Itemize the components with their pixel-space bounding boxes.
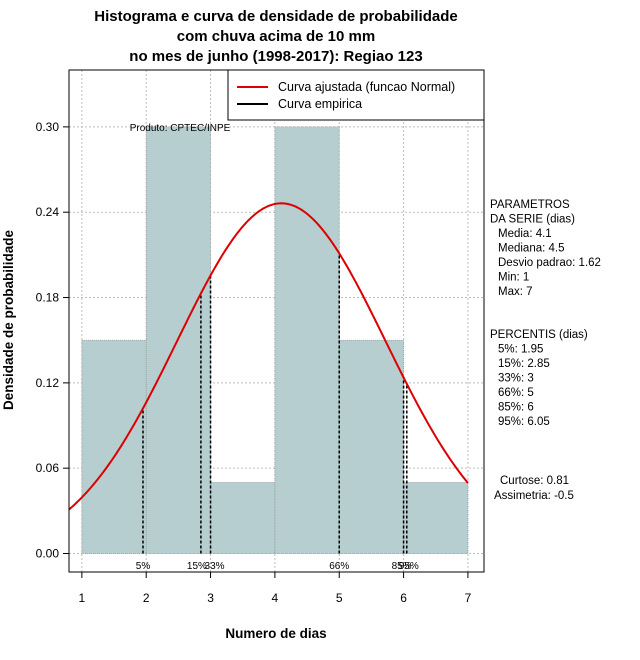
x-tick-label: 3	[207, 591, 214, 605]
percentile-label-2: 15%	[187, 561, 207, 572]
histogram-bar-4	[274, 126, 340, 554]
percentile-label-6: 95%	[399, 561, 419, 572]
legend-box	[227, 69, 485, 121]
percentile-item: 15%: 2.85	[498, 358, 550, 370]
percentile-label-1: 5%	[136, 561, 151, 572]
skewness-value: Assimetria: -0.5	[494, 490, 574, 502]
title-line-2: com chuva acima de 10 mm	[177, 28, 375, 45]
x-tick-label: 7	[465, 591, 472, 605]
percentile-label-5: 85%	[392, 561, 412, 572]
percentile-label-3: 33%	[205, 561, 225, 572]
x-axis-title: Numero de dias	[225, 626, 326, 641]
title-line-1: Histograma e curva de densidade de proba…	[94, 8, 457, 25]
fitted-curve-line	[68, 202, 469, 511]
y-tick-label: 0.00	[36, 547, 60, 561]
y-tick-label: 0.12	[36, 376, 60, 390]
y-tick-label: 0.18	[36, 291, 60, 305]
legend: Curva ajustada (funcao Normal) Curva empi…	[227, 69, 485, 121]
percentile-item: 5%: 1.95	[498, 344, 543, 356]
parameters-header: DA SERIE (dias)	[490, 214, 575, 226]
percentile-item: 33%: 3	[498, 373, 534, 385]
percentiles-header: PERCENTIS (dias)	[490, 329, 588, 341]
fitted-curve	[68, 202, 469, 511]
y-tick-label: 0.06	[36, 461, 60, 475]
chart-title: Histograma e curva de densidade de proba…	[94, 8, 457, 65]
parameter-item: Max: 7	[498, 286, 533, 298]
percentile-lines: 5% 15%33% 66% 85%95%	[136, 253, 419, 572]
percentile-item: 85%: 6	[498, 402, 534, 414]
y-tick-label: 0.24	[36, 205, 60, 219]
y-axis: 0.00 0.06 0.12 0.18 0.24 0.30	[36, 120, 69, 561]
legend-label-empirical: Curva empirica	[278, 97, 362, 111]
y-tick-label: 0.30	[36, 120, 60, 134]
x-tick-label: 5	[336, 591, 343, 605]
x-tick-label: 4	[272, 591, 279, 605]
x-tick-label: 6	[400, 591, 407, 605]
percentile-label-4: 66%	[329, 561, 349, 572]
parameter-item: Mediana: 4.5	[498, 243, 565, 255]
parameter-item: Desvio padrao: 1.62	[498, 257, 601, 269]
histogram-bar-3	[210, 482, 276, 554]
product-label: Produto: CPTEC/INPE	[130, 123, 231, 134]
parameter-item: Min: 1	[498, 272, 529, 284]
statistics-panel: PARAMETROS DA SERIE (dias) Media: 4.1 Media…	[490, 199, 601, 502]
y-axis-title: Densidade de probabilidade	[1, 229, 16, 410]
percentile-item: 95%: 6.05	[498, 416, 550, 428]
x-tick-label: 1	[79, 591, 86, 605]
kurtosis-value: Curtose: 0.81	[500, 475, 569, 487]
title-line-3: no mes de junho (1998-2017): Regiao 123	[129, 48, 422, 65]
histogram-bar-1	[81, 339, 147, 554]
x-axis: 1 2 3 4 5 6 7	[79, 571, 472, 605]
x-tick-label: 2	[143, 591, 150, 605]
percentile-item: 66%: 5	[498, 387, 534, 399]
histogram-bar-6	[403, 482, 469, 554]
parameter-item: Media: 4.1	[498, 228, 552, 240]
legend-label-curve: Curva ajustada (funcao Normal)	[278, 80, 455, 94]
histogram-bar-5	[338, 339, 404, 554]
parameters-header: PARAMETROS	[490, 199, 570, 211]
histogram-bars	[81, 126, 469, 554]
